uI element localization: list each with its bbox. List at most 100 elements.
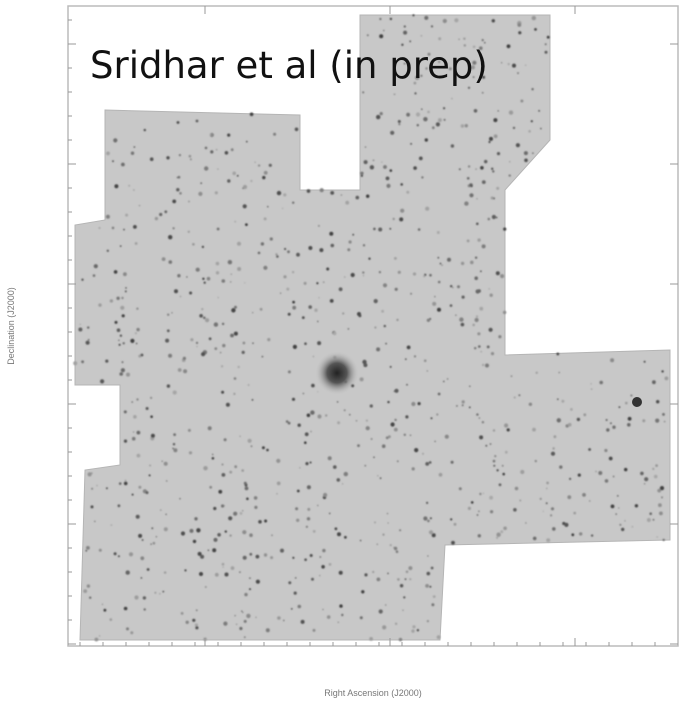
star xyxy=(233,331,238,336)
star xyxy=(333,465,337,469)
star xyxy=(508,174,511,177)
star xyxy=(583,413,587,417)
star xyxy=(544,50,548,54)
star xyxy=(322,548,326,553)
star xyxy=(276,190,282,196)
star xyxy=(165,338,170,343)
star xyxy=(140,556,145,561)
star xyxy=(421,108,423,110)
star xyxy=(143,608,146,611)
star xyxy=(189,291,193,295)
star xyxy=(640,471,644,476)
star xyxy=(130,338,135,343)
star xyxy=(140,577,143,579)
star xyxy=(416,629,420,632)
star xyxy=(409,578,412,581)
star xyxy=(466,239,470,243)
star xyxy=(501,62,503,64)
star xyxy=(118,482,122,485)
star xyxy=(404,578,407,581)
star xyxy=(545,502,548,505)
star xyxy=(538,110,540,112)
star xyxy=(466,177,470,180)
star xyxy=(520,99,524,103)
star xyxy=(403,433,406,436)
star xyxy=(98,227,101,229)
star xyxy=(327,456,332,461)
star xyxy=(329,299,334,303)
star xyxy=(474,256,478,259)
star xyxy=(209,134,212,136)
star xyxy=(259,307,263,311)
star xyxy=(201,245,205,249)
star xyxy=(455,314,457,316)
star xyxy=(150,396,153,399)
star xyxy=(222,566,224,568)
star xyxy=(431,533,436,538)
star xyxy=(546,481,549,485)
star xyxy=(292,300,295,304)
star xyxy=(206,276,211,281)
star xyxy=(120,305,125,310)
star xyxy=(427,555,429,557)
star xyxy=(365,419,368,422)
star xyxy=(494,455,497,458)
star xyxy=(149,464,152,467)
star xyxy=(387,572,389,575)
star xyxy=(368,257,371,260)
star xyxy=(363,160,368,165)
star xyxy=(482,492,484,494)
star xyxy=(176,121,180,124)
star xyxy=(326,267,330,271)
star xyxy=(215,148,218,151)
star xyxy=(192,243,195,246)
star xyxy=(401,43,404,46)
star xyxy=(397,578,400,581)
star xyxy=(481,244,486,249)
star xyxy=(199,314,203,318)
star xyxy=(276,493,278,495)
star xyxy=(514,486,519,491)
star xyxy=(134,242,138,245)
star xyxy=(134,332,137,335)
star xyxy=(438,60,441,63)
star xyxy=(546,35,550,39)
star xyxy=(523,151,528,156)
star xyxy=(393,546,398,551)
star xyxy=(484,42,486,44)
star xyxy=(342,483,344,485)
star xyxy=(506,428,510,432)
star xyxy=(469,193,474,198)
star xyxy=(656,536,658,538)
star xyxy=(424,138,428,142)
star xyxy=(564,522,569,528)
star xyxy=(500,530,504,534)
star xyxy=(249,112,254,117)
star xyxy=(239,512,243,515)
star xyxy=(459,317,464,322)
star xyxy=(86,546,90,550)
star xyxy=(430,25,434,28)
star xyxy=(123,481,128,486)
star xyxy=(296,518,300,522)
star xyxy=(460,261,465,266)
star xyxy=(544,43,547,46)
star xyxy=(420,74,423,77)
star xyxy=(124,479,127,482)
star xyxy=(481,363,485,367)
star xyxy=(502,472,506,476)
star xyxy=(83,589,88,593)
star xyxy=(317,504,319,507)
star xyxy=(155,536,157,538)
star xyxy=(360,174,363,177)
star xyxy=(230,566,235,570)
star xyxy=(493,464,496,467)
star xyxy=(234,220,237,223)
star xyxy=(451,97,453,100)
star xyxy=(362,359,367,365)
star xyxy=(214,191,218,195)
star xyxy=(425,67,428,70)
star xyxy=(398,123,401,126)
star xyxy=(606,428,610,432)
